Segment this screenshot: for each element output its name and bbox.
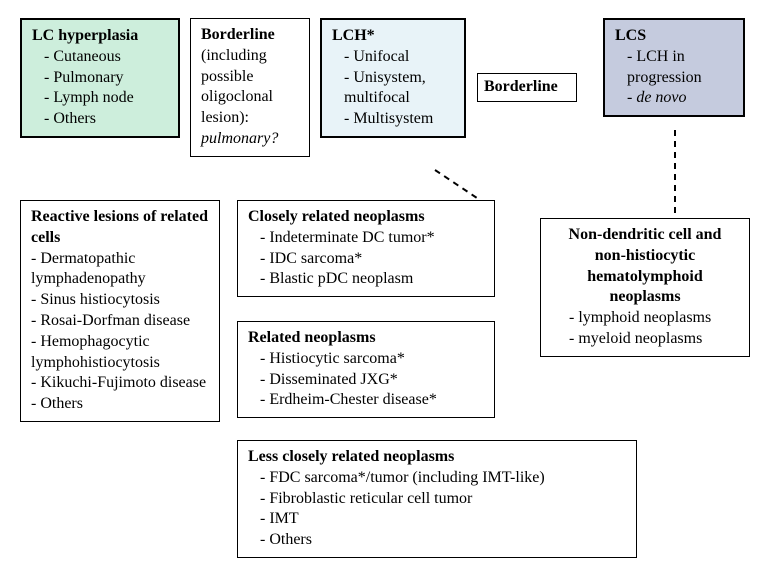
borderline-left-italic: pulmonary? (201, 129, 299, 150)
list-item: Lymph node (44, 88, 168, 109)
box-closely-related: Closely related neoplasms Indeterminate … (237, 200, 495, 297)
list-item: Pulmonary (44, 68, 168, 89)
reactive-title-1: Reactive lesions of related cells (31, 207, 209, 249)
list-item: LCH in progression (627, 47, 733, 89)
box-borderline-left: Borderline (including possible oligoclon… (190, 18, 310, 157)
lcs-items: LCH in progression de novo (627, 47, 733, 109)
non-dendritic-title-line: neoplasms (551, 287, 739, 308)
list-item: Others (44, 109, 168, 130)
list-item: Unisystem, multifocal (344, 68, 454, 110)
reactive-title-text: Reactive lesions of related cells (31, 208, 208, 246)
list-item: Dermatopathic lymphadenopathy (31, 249, 209, 291)
non-dendritic-title-line: Non-dendritic cell and (551, 225, 739, 246)
connector-lch-to-closely (435, 170, 480, 200)
closely-related-items: Indeterminate DC tumor* IDC sarcoma* Bla… (260, 228, 484, 290)
list-item: IMT (260, 509, 626, 530)
list-item: Unifocal (344, 47, 454, 68)
less-closely-title: Less closely related neoplasms (248, 447, 626, 468)
box-lc-hyperplasia: LC hyperplasia Cutaneous Pulmonary Lymph… (20, 18, 180, 138)
non-dendritic-title-line: hematolymphoid (551, 267, 739, 288)
list-item: Kikuchi-Fujimoto disease (31, 373, 209, 394)
list-item: myeloid neoplasms (569, 329, 739, 350)
list-item: Multisystem (344, 109, 454, 130)
box-less-closely: Less closely related neoplasms FDC sarco… (237, 440, 637, 558)
related-items: Histiocytic sarcoma* Disseminated JXG* E… (260, 349, 484, 411)
borderline-left-line: oligoclonal (201, 87, 299, 108)
box-lcs: LCS LCH in progression de novo (603, 18, 745, 117)
box-borderline-mid: Borderline (477, 73, 577, 102)
non-dendritic-items: lymphoid neoplasms myeloid neoplasms (569, 308, 739, 350)
list-item: Blastic pDC neoplasm (260, 269, 484, 290)
lch-items: Unifocal Unisystem, multifocal Multisyst… (344, 47, 454, 130)
list-item: Erdheim-Chester disease* (260, 390, 484, 411)
list-item: Fibroblastic reticular cell tumor (260, 489, 626, 510)
list-item: lymphoid neoplasms (569, 308, 739, 329)
lc-hyperplasia-title: LC hyperplasia (32, 26, 168, 47)
reactive-items: Dermatopathic lymphadenopathy Sinus hist… (31, 249, 209, 415)
list-item: Histiocytic sarcoma* (260, 349, 484, 370)
box-non-dendritic: Non-dendritic cell and non-histiocytic h… (540, 218, 750, 357)
borderline-left-line: possible (201, 67, 299, 88)
box-lch: LCH* Unifocal Unisystem, multifocal Mult… (320, 18, 466, 138)
list-item: Rosai-Dorfman disease (31, 311, 209, 332)
borderline-left-title: Borderline (201, 25, 299, 46)
non-dendritic-title-line: non-histiocytic (551, 246, 739, 267)
list-item: Cutaneous (44, 47, 168, 68)
lch-title: LCH* (332, 26, 454, 47)
related-title: Related neoplasms (248, 328, 484, 349)
box-reactive: Reactive lesions of related cells Dermat… (20, 200, 220, 422)
non-dendritic-title: Non-dendritic cell and non-histiocytic h… (551, 225, 739, 308)
lcs-title: LCS (615, 26, 733, 47)
box-related: Related neoplasms Histiocytic sarcoma* D… (237, 321, 495, 418)
diagram-canvas: LC hyperplasia Cutaneous Pulmonary Lymph… (0, 0, 768, 566)
borderline-mid-title: Borderline (484, 78, 558, 95)
lc-hyperplasia-items: Cutaneous Pulmonary Lymph node Others (44, 47, 168, 130)
borderline-left-line: (including (201, 46, 299, 67)
list-item: Hemophagocytic lymphohistiocytosis (31, 332, 209, 374)
closely-related-title: Closely related neoplasms (248, 207, 484, 228)
list-item: Others (31, 394, 209, 415)
list-item: IDC sarcoma* (260, 249, 484, 270)
list-item: Others (260, 530, 626, 551)
list-item: Indeterminate DC tumor* (260, 228, 484, 249)
list-item: Sinus histiocytosis (31, 290, 209, 311)
list-item: FDC sarcoma*/tumor (including IMT-like) (260, 468, 626, 489)
list-item: de novo (627, 88, 733, 109)
borderline-left-line: lesion): (201, 108, 299, 129)
less-closely-items: FDC sarcoma*/tumor (including IMT-like) … (260, 468, 626, 551)
list-item: Disseminated JXG* (260, 370, 484, 391)
